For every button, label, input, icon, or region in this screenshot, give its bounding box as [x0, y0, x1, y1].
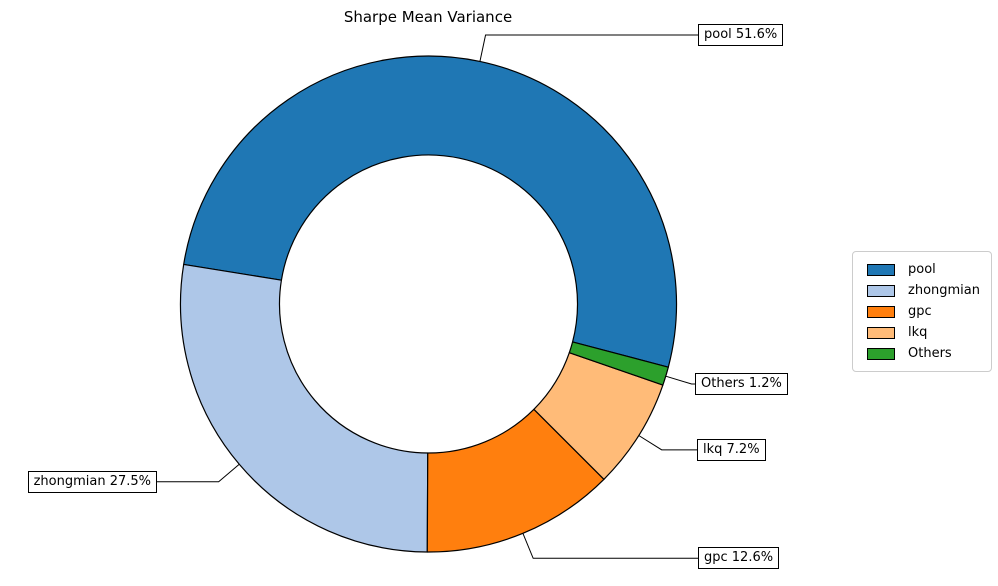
- annotation-others: Others 1.2%: [695, 373, 788, 395]
- wedge-pool: [183, 55, 678, 368]
- leader-line-gpc: [522, 533, 698, 559]
- legend-label-zhongmian: zhongmian: [908, 283, 980, 298]
- annotation-zhongmian: zhongmian 27.5%: [27, 471, 157, 493]
- legend-item-lkq: lkq: [861, 322, 983, 343]
- leader-line-lkq: [638, 435, 697, 451]
- annotation-gpc: gpc 12.6%: [698, 547, 780, 569]
- legend-swatch-zhongmian: [867, 284, 895, 297]
- legend-label-others: Others: [908, 346, 952, 361]
- annotation-pool: pool 51.6%: [698, 24, 784, 46]
- legend-label-pool: pool: [908, 262, 936, 277]
- chart-title: Sharpe Mean Variance: [343, 8, 513, 26]
- legend-item-pool: pool: [861, 259, 983, 280]
- legend-swatch-lkq: [867, 326, 895, 339]
- legend-item-others: Others: [861, 343, 983, 364]
- legend-label-gpc: gpc: [908, 304, 932, 319]
- legend: pool zhongmian gpc lkq Others: [852, 251, 992, 372]
- leader-line-others: [665, 375, 695, 385]
- legend-item-gpc: gpc: [861, 301, 983, 322]
- wedge-others: [568, 341, 669, 386]
- wedge-zhongmian: [179, 263, 429, 553]
- annotation-lkq: lkq 7.2%: [697, 439, 766, 461]
- leader-line-pool: [479, 34, 698, 62]
- legend-swatch-gpc: [867, 305, 895, 318]
- legend-swatch-pool: [867, 263, 895, 276]
- leader-line-zhongmian: [157, 463, 240, 483]
- legend-label-lkq: lkq: [908, 325, 928, 340]
- legend-item-zhongmian: zhongmian: [861, 280, 983, 301]
- legend-swatch-others: [867, 347, 895, 360]
